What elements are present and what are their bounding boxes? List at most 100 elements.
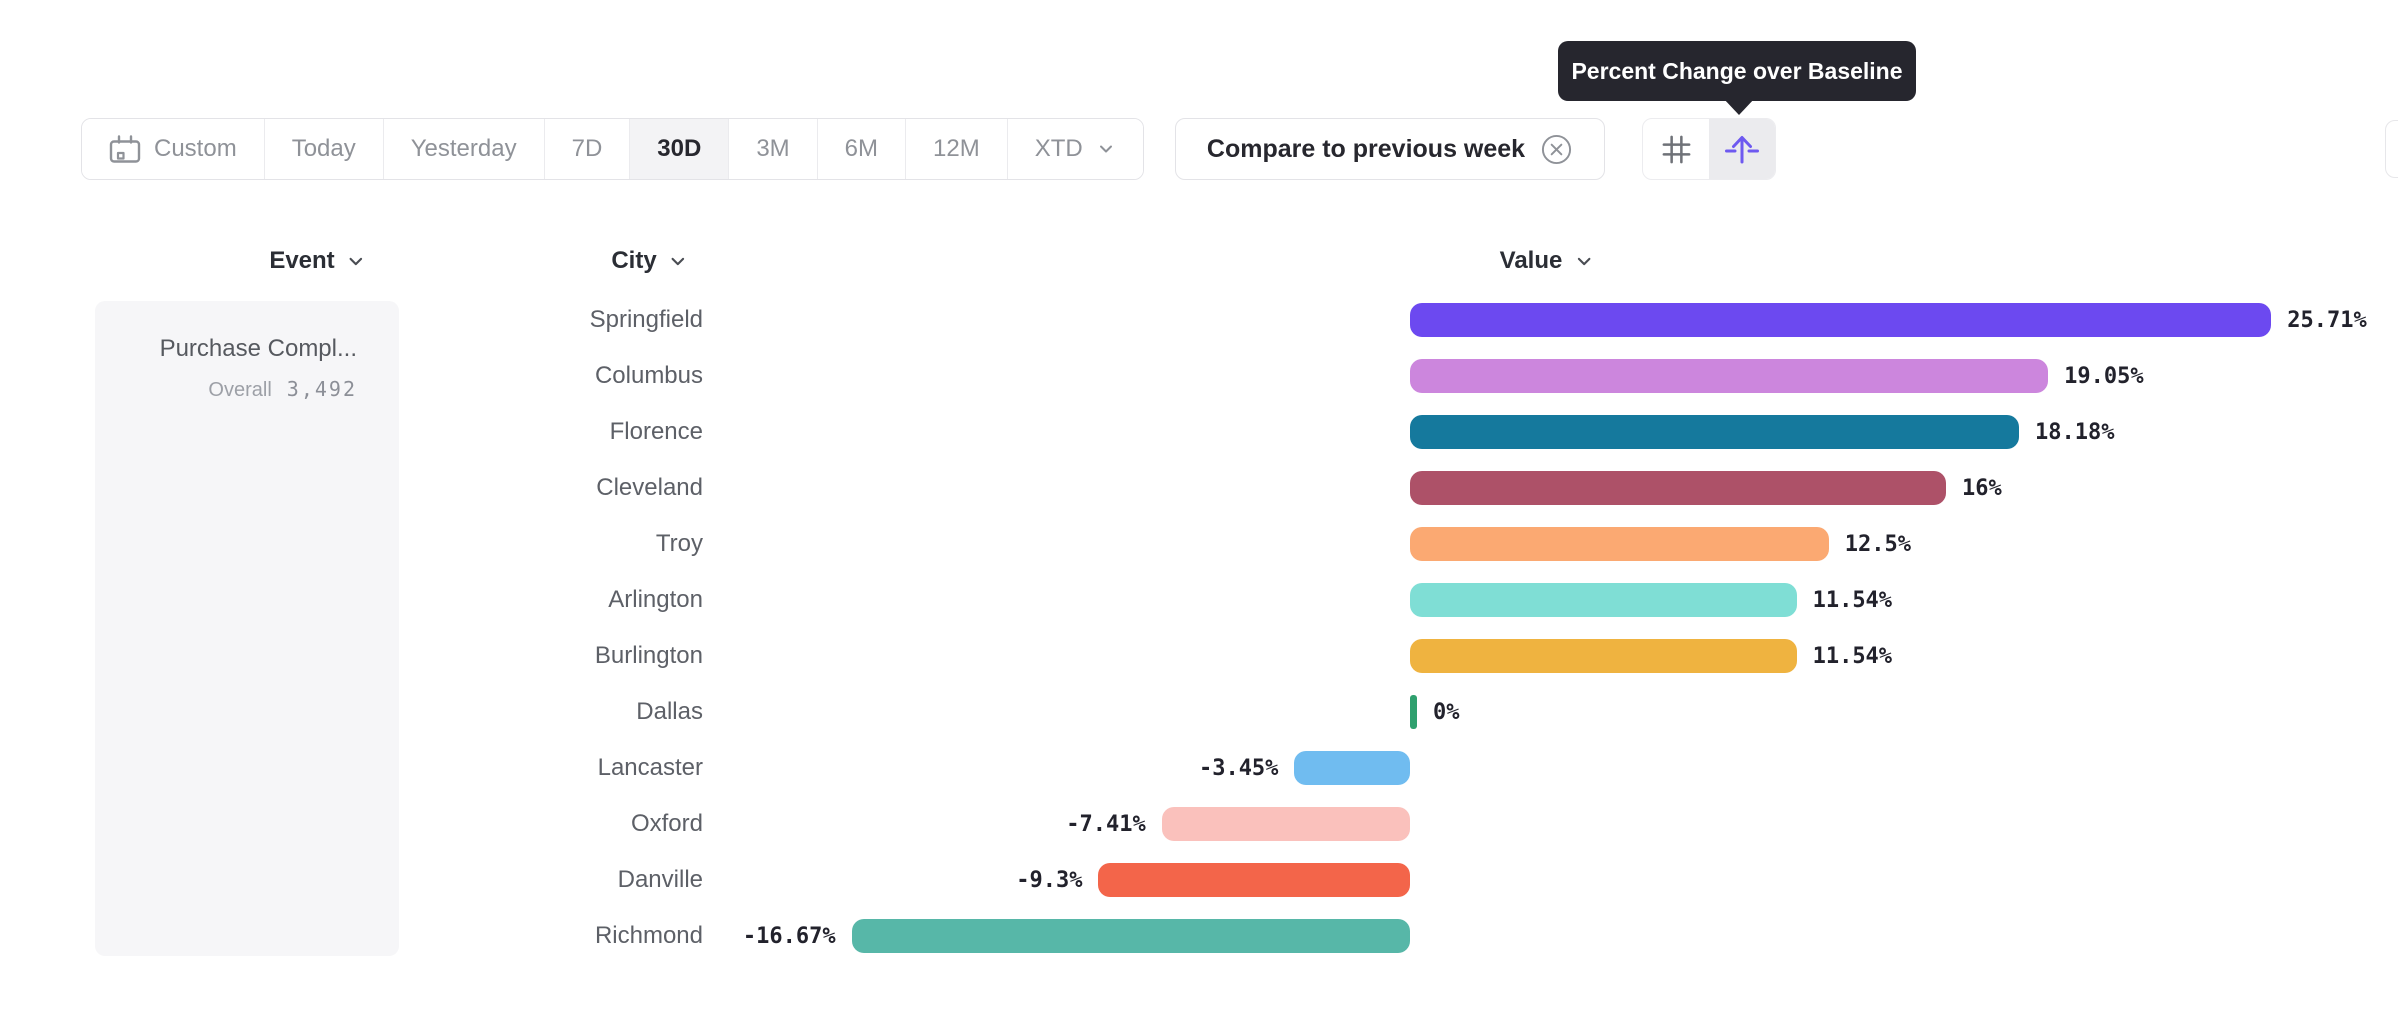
overall-value: 3,492 [286, 377, 357, 402]
city-header-label: City [611, 247, 657, 274]
date-range-picker: Custom Today Yesterday 7D 30D 3M 6M 12M XTD [81, 118, 1144, 180]
tooltip-percent-change-over-baseline: Percent Change over Baseline [1558, 41, 1916, 101]
event-overall-row: Overall 3,492 [95, 377, 357, 402]
compare-label: Compare to previous week [1206, 134, 1526, 163]
date-range-label: Today [291, 135, 356, 162]
value-label: 11.54% [1812, 588, 1893, 613]
value-label: 19.05% [2064, 364, 2144, 389]
bar-cleveland[interactable] [1410, 471, 1946, 505]
tooltip-caret [1723, 98, 1755, 115]
bar-cell: -16.67% [703, 908, 2398, 964]
date-range-yesterday[interactable]: Yesterday [383, 119, 545, 179]
toggle-hash-grid[interactable] [1643, 119, 1709, 179]
value-label: -7.41% [1066, 812, 1146, 837]
bar-cell: 12.5% [703, 516, 2398, 572]
chart-row-florence: Florence 18.18% [0, 404, 2398, 460]
circle-x-icon[interactable] [1540, 133, 1573, 166]
date-range-3m[interactable]: 3M [729, 119, 818, 179]
chart-row-burlington: Burlington 11.54% [0, 628, 2398, 684]
city-label: Burlington [594, 642, 703, 669]
city-label: Springfield [589, 306, 703, 333]
chart-row-columbus: Columbus 19.05% [0, 348, 2398, 404]
compare-to-previous-week-button[interactable]: Compare to previous week [1175, 118, 1605, 180]
bar-cell: -7.41% [703, 796, 2398, 852]
date-range-label: XTD [1034, 135, 1083, 162]
city-label: Arlington [608, 586, 703, 613]
bar-chart: Springfield 25.71% Columbus 19.05% Florence 1… [0, 292, 2398, 964]
bar-florence[interactable] [1410, 415, 2020, 449]
baseline-arrow-icon [1725, 136, 1759, 164]
bar-arlington[interactable] [1410, 583, 1797, 617]
city-label: Florence [609, 418, 703, 445]
bar-cell: 19.05% [703, 348, 2398, 404]
chevron-down-icon [1577, 257, 1591, 265]
chart-row-lancaster: Lancaster -3.45% [0, 740, 2398, 796]
value-label: 12.5% [1844, 532, 1911, 557]
event-title: Purchase Compl... [159, 335, 357, 362]
chart-row-cleveland: Cleveland 16% [0, 460, 2398, 516]
value-label: 16% [1962, 476, 2002, 501]
date-range-12m[interactable]: 12M [906, 119, 1008, 179]
event-card-purchase-completed[interactable]: Purchase Compl... Overall 3,492 [95, 301, 399, 956]
event-column-header[interactable]: Event [269, 247, 366, 275]
chevron-down-icon [1099, 145, 1112, 153]
date-range-label: 3M [756, 135, 790, 162]
chart-row-danville: Danville -9.3% [0, 852, 2398, 908]
bar-troy[interactable] [1410, 527, 1829, 561]
date-range-30d[interactable]: 30D [630, 119, 730, 179]
value-label: -3.45% [1198, 756, 1279, 781]
chart-row-springfield: Springfield 25.71% [0, 292, 2398, 348]
city-column-header[interactable]: City [611, 247, 688, 275]
date-range-7d[interactable]: 7D [544, 119, 631, 179]
bar-springfield[interactable] [1410, 303, 2272, 337]
date-range-label: Yesterday [410, 135, 517, 162]
date-range-6m[interactable]: 6M [817, 119, 906, 179]
bar-cell: 18.18% [703, 404, 2398, 460]
date-range-xtd[interactable]: XTD [1007, 119, 1143, 179]
date-range-today[interactable]: Today [264, 119, 384, 179]
date-range-label: 6M [844, 135, 878, 162]
chart-row-oxford: Oxford -7.41% [0, 796, 2398, 852]
bar-danville[interactable] [1098, 863, 1410, 897]
chart-view-toggle-group [1642, 118, 1776, 180]
city-label: Cleveland [596, 474, 703, 501]
partial-button-right-edge[interactable] [2385, 120, 2398, 178]
date-range-label: 12M [933, 135, 980, 162]
date-range-label: 7D [571, 135, 603, 162]
city-label: Dallas [636, 698, 703, 725]
bar-cell: -3.45% [703, 740, 2398, 796]
bar-dallas[interactable] [1410, 695, 1417, 729]
bar-cell: 25.71% [703, 292, 2398, 348]
bar-oxford[interactable] [1161, 807, 1410, 841]
date-range-label: Custom [154, 135, 237, 162]
value-column-header[interactable]: Value [1500, 247, 1595, 275]
bar-cell: 11.54% [703, 628, 2398, 684]
city-label: Columbus [594, 362, 703, 389]
chart-row-arlington: Arlington 11.54% [0, 572, 2398, 628]
value-label: -16.67% [742, 924, 836, 949]
chart-row-dallas: Dallas 0% [0, 684, 2398, 740]
city-label: Troy [655, 530, 703, 557]
overall-label: Overall [208, 379, 272, 402]
bar-burlington[interactable] [1410, 639, 1797, 673]
value-label: 18.18% [2035, 420, 2115, 445]
chart-row-troy: Troy 12.5% [0, 516, 2398, 572]
calendar-icon [109, 135, 141, 163]
bar-cell: 11.54% [703, 572, 2398, 628]
value-label: -9.3% [1016, 868, 1083, 893]
bar-richmond[interactable] [851, 919, 1410, 953]
toggle-baseline-arrow[interactable] [1709, 119, 1775, 179]
bar-lancaster[interactable] [1294, 751, 1410, 785]
city-label: Danville [617, 866, 703, 893]
city-label: Lancaster [597, 754, 703, 781]
chevron-down-icon [671, 257, 685, 265]
date-range-custom[interactable]: Custom [82, 119, 265, 179]
chevron-down-icon [349, 257, 363, 265]
value-label: 11.54% [1812, 644, 1893, 669]
event-header-label: Event [269, 247, 335, 274]
city-label: Oxford [630, 810, 703, 837]
city-label: Richmond [594, 922, 703, 949]
bar-cell: -9.3% [703, 852, 2398, 908]
bar-columbus[interactable] [1410, 359, 2049, 393]
